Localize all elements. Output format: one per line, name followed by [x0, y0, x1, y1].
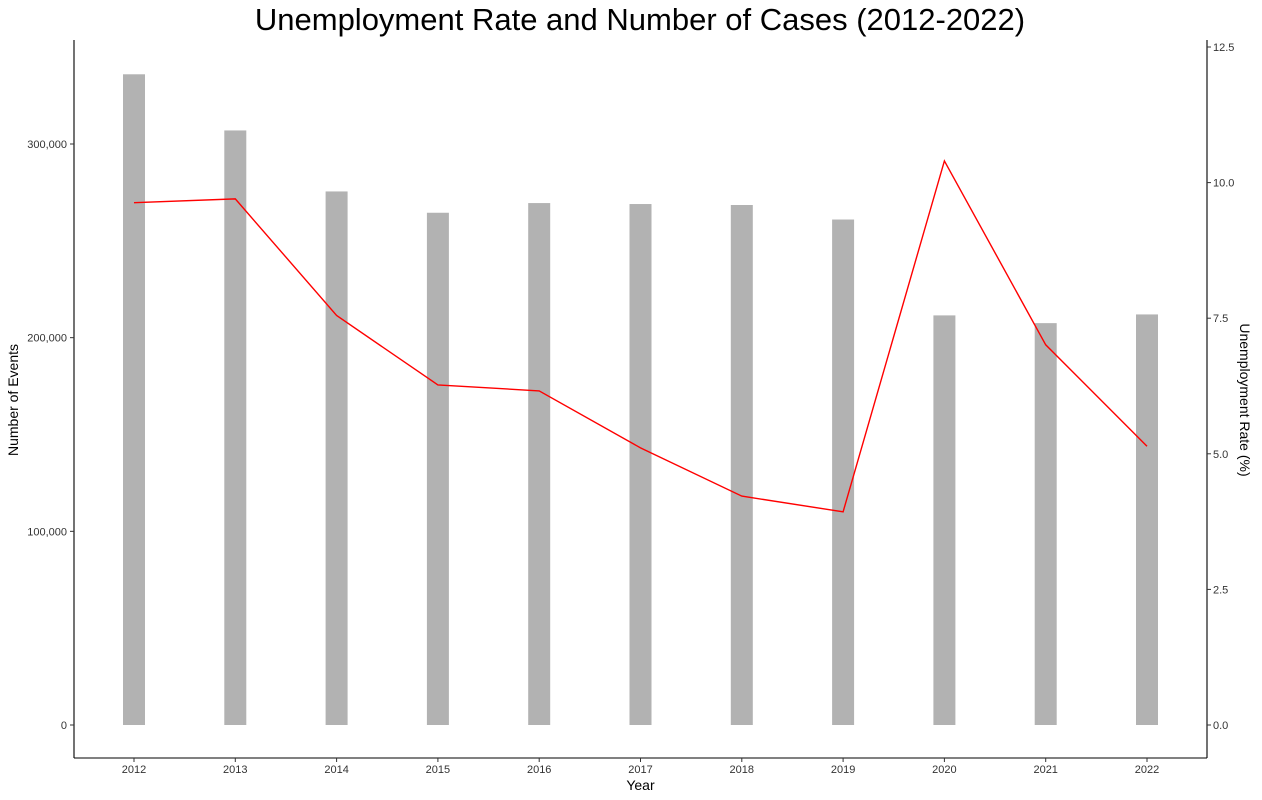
y-tick-label: 100,000: [27, 526, 67, 538]
x-tick-label: 2018: [730, 764, 754, 776]
x-tick-label: 2021: [1033, 764, 1057, 776]
y2-tick-label: 10.0: [1213, 178, 1234, 190]
x-tick-label: 2022: [1135, 764, 1159, 776]
axes-layer: 0 100,000 200,000 300,000 0.0 2.5 5.0 7.5 10.0 12…: [27, 40, 1234, 776]
y2-tick-label: 12.5: [1213, 42, 1234, 54]
x-axis-title: Year: [626, 777, 655, 793]
bar-2020: [933, 315, 956, 725]
x-tick-label: 2014: [324, 764, 348, 776]
bar-2018: [730, 205, 753, 725]
y-axis-title: Number of Events: [5, 344, 21, 456]
x-tick-label: 2012: [122, 764, 146, 776]
bar-2022: [1136, 314, 1158, 725]
y2-tick-label: 0.0: [1213, 720, 1228, 732]
bar-2015: [426, 212, 449, 726]
y2-axis-title: Unemployment Rate (%): [1237, 323, 1253, 476]
x-tick-label: 2017: [628, 764, 652, 776]
bar-2014: [325, 191, 348, 725]
y-tick-label: 200,000: [27, 333, 67, 345]
x-tick-label: 2015: [426, 764, 450, 776]
y2-tick-label: 5.0: [1213, 449, 1228, 461]
y2-tick-label: 7.5: [1213, 313, 1228, 325]
y-tick-label: 300,000: [27, 139, 67, 151]
bar-2019: [832, 219, 855, 725]
bar-2017: [629, 204, 652, 725]
x-tick-label: 2016: [527, 764, 551, 776]
bar-2021: [1034, 323, 1057, 725]
bars-layer: [123, 74, 1158, 726]
bar-2013: [224, 130, 247, 725]
line-layer: [133, 159, 1148, 513]
x-tick-label: 2019: [831, 764, 855, 776]
y2-tick-label: 2.5: [1213, 584, 1228, 596]
x-tick-label: 2020: [932, 764, 956, 776]
x-tick-label: 2013: [223, 764, 247, 776]
bar-2012: [123, 74, 145, 725]
y-tick-label: 0: [61, 720, 67, 732]
bar-2016: [528, 203, 551, 725]
chart-title: Unemployment Rate and Number of Cases (2…: [254, 2, 1026, 37]
